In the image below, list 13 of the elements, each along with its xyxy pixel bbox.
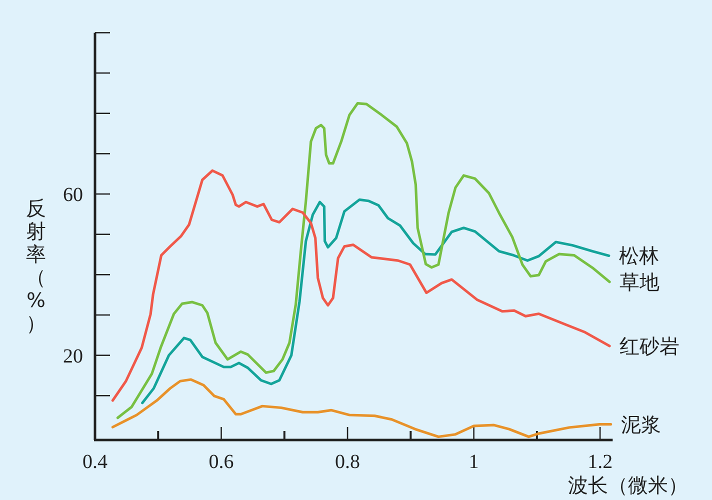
y-axis-title: 反射率（%） <box>26 196 46 335</box>
y-tick-label: 60 <box>63 184 83 206</box>
x-tick-label: 0.4 <box>82 451 108 473</box>
x-tick-label: 0.6 <box>208 451 234 473</box>
series-label: 草地 <box>620 270 660 294</box>
x-axis-title: 波长（微米） <box>568 473 688 497</box>
x-tick-label: 0.8 <box>335 451 360 473</box>
series-label: 红砂岩 <box>620 334 680 358</box>
x-tick-label: 1.2 <box>588 451 613 473</box>
y-tick-label: 20 <box>63 345 83 368</box>
series-label: 泥浆 <box>620 412 661 436</box>
series-label: 松林 <box>618 244 659 268</box>
x-tick-label: 1 <box>468 451 479 473</box>
